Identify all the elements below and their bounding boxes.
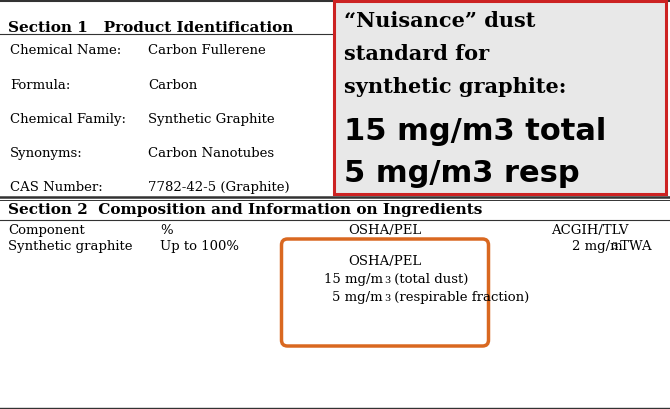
Text: Carbon Fullerene: Carbon Fullerene — [148, 44, 266, 57]
Text: Chemical Name:: Chemical Name: — [10, 44, 121, 57]
Text: OSHA/PEL: OSHA/PEL — [348, 224, 421, 237]
Text: %: % — [160, 224, 173, 237]
Text: 3: 3 — [384, 276, 390, 285]
Text: CAS Number:: CAS Number: — [10, 181, 103, 194]
Text: 3: 3 — [384, 294, 390, 303]
FancyBboxPatch shape — [281, 239, 488, 346]
Text: 15 mg/m3 total: 15 mg/m3 total — [344, 117, 606, 146]
Text: Up to 100%: Up to 100% — [160, 240, 239, 253]
Text: Carbon Nanotubes: Carbon Nanotubes — [148, 147, 274, 160]
Text: 15 mg/m: 15 mg/m — [324, 273, 383, 286]
Text: Carbon: Carbon — [148, 79, 197, 92]
Text: ACGIH/TLV: ACGIH/TLV — [551, 224, 628, 237]
Text: 3: 3 — [611, 242, 617, 251]
Text: Formula:: Formula: — [10, 79, 70, 92]
Text: Synthetic Graphite: Synthetic Graphite — [148, 113, 275, 126]
Text: 7782-42-5 (Graphite): 7782-42-5 (Graphite) — [148, 181, 289, 194]
Text: synthetic graphite:: synthetic graphite: — [344, 77, 566, 97]
Text: 5 mg/m: 5 mg/m — [332, 291, 383, 304]
Text: (respirable fraction): (respirable fraction) — [390, 291, 529, 304]
Text: Component: Component — [8, 224, 84, 237]
Text: Section 1   Product Identification: Section 1 Product Identification — [8, 21, 293, 35]
Text: standard for: standard for — [344, 44, 489, 64]
Text: Chemical Family:: Chemical Family: — [10, 113, 126, 126]
Text: (total dust): (total dust) — [390, 273, 468, 286]
Text: Section 2  Composition and Information on Ingredients: Section 2 Composition and Information on… — [8, 203, 482, 217]
Text: 2 mg/m: 2 mg/m — [572, 240, 622, 253]
Text: Synthetic graphite: Synthetic graphite — [8, 240, 133, 253]
Text: “Nuisance” dust: “Nuisance” dust — [344, 11, 535, 31]
Text: OSHA/PEL: OSHA/PEL — [348, 255, 421, 268]
Text: 5 mg/m3 resp: 5 mg/m3 resp — [344, 159, 580, 188]
FancyBboxPatch shape — [334, 1, 666, 194]
Text: Synonyms:: Synonyms: — [10, 147, 83, 160]
Text: TWA: TWA — [616, 240, 652, 253]
